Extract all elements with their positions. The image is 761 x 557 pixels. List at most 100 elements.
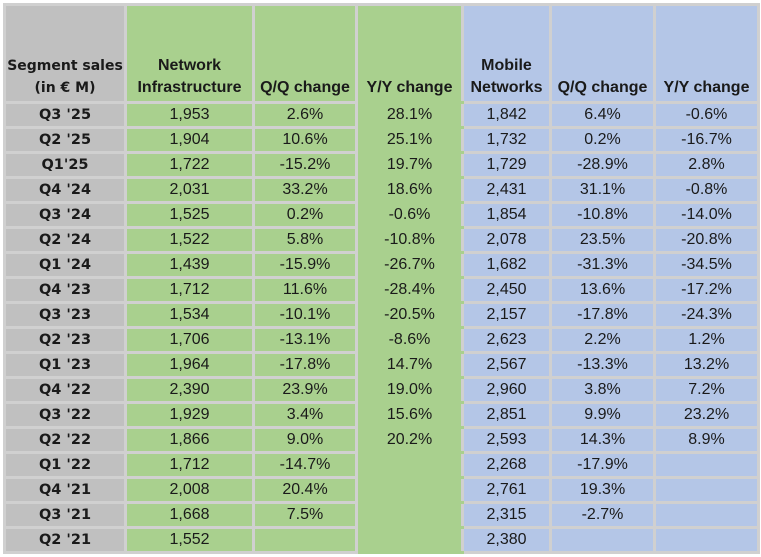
cell-mn-yy-change[interactable]: -14.0%: [653, 201, 760, 229]
cell-ni-yy-change[interactable]: -0.6%: [355, 201, 464, 229]
cell-mobile-networks[interactable]: 2,623: [461, 326, 552, 354]
cell-ni-qq-change[interactable]: 11.6%: [252, 276, 358, 304]
cell-mn-qq-change[interactable]: 3.8%: [549, 376, 656, 404]
cell-mn-qq-change[interactable]: 23.5%: [549, 226, 656, 254]
cell-ni-qq-change[interactable]: 0.2%: [252, 201, 358, 229]
cell-ni-qq-change[interactable]: 3.4%: [252, 401, 358, 429]
cell-ni-yy-change[interactable]: [355, 451, 464, 479]
cell-quarter[interactable]: Q3 '25: [3, 101, 127, 129]
cell-mobile-networks[interactable]: 2,960: [461, 376, 552, 404]
cell-network-infrastructure[interactable]: 1,722: [124, 151, 255, 179]
cell-ni-qq-change[interactable]: -14.7%: [252, 451, 358, 479]
cell-mn-qq-change[interactable]: -13.3%: [549, 351, 656, 379]
cell-mobile-networks[interactable]: 2,761: [461, 476, 552, 504]
cell-mn-yy-change[interactable]: -24.3%: [653, 301, 760, 329]
cell-ni-yy-change[interactable]: 25.1%: [355, 126, 464, 154]
cell-mn-qq-change[interactable]: -17.8%: [549, 301, 656, 329]
cell-network-infrastructure[interactable]: 1,712: [124, 276, 255, 304]
cell-ni-qq-change[interactable]: 23.9%: [252, 376, 358, 404]
cell-quarter[interactable]: Q3 '24: [3, 201, 127, 229]
cell-quarter[interactable]: Q4 '24: [3, 176, 127, 204]
cell-ni-qq-change[interactable]: -17.8%: [252, 351, 358, 379]
cell-network-infrastructure[interactable]: 2,008: [124, 476, 255, 504]
cell-ni-yy-change[interactable]: -8.6%: [355, 326, 464, 354]
cell-mn-yy-change[interactable]: 13.2%: [653, 351, 760, 379]
cell-quarter[interactable]: Q1 '23: [3, 351, 127, 379]
cell-quarter[interactable]: Q1 '24: [3, 251, 127, 279]
cell-quarter[interactable]: Q4 '23: [3, 276, 127, 304]
cell-network-infrastructure[interactable]: 1,534: [124, 301, 255, 329]
cell-ni-qq-change[interactable]: [252, 526, 358, 554]
cell-ni-yy-change[interactable]: 14.7%: [355, 351, 464, 379]
cell-mn-yy-change[interactable]: 1.2%: [653, 326, 760, 354]
cell-mobile-networks[interactable]: 2,157: [461, 301, 552, 329]
cell-mobile-networks[interactable]: 2,315: [461, 501, 552, 529]
cell-quarter[interactable]: Q4 '21: [3, 476, 127, 504]
cell-ni-qq-change[interactable]: 7.5%: [252, 501, 358, 529]
cell-quarter[interactable]: Q2 '25: [3, 126, 127, 154]
header-segment-sales[interactable]: Segment sales (in € M): [3, 3, 127, 104]
cell-mn-yy-change[interactable]: [653, 476, 760, 504]
cell-ni-qq-change[interactable]: -15.9%: [252, 251, 358, 279]
cell-mn-qq-change[interactable]: 13.6%: [549, 276, 656, 304]
cell-ni-yy-change[interactable]: 20.2%: [355, 426, 464, 454]
cell-network-infrastructure[interactable]: 1,953: [124, 101, 255, 129]
cell-mn-qq-change[interactable]: 2.2%: [549, 326, 656, 354]
cell-mn-qq-change[interactable]: 9.9%: [549, 401, 656, 429]
header-mobile-networks[interactable]: Mobile Networks: [461, 3, 552, 104]
cell-ni-yy-change[interactable]: 19.7%: [355, 151, 464, 179]
header-mn-yy-change[interactable]: Y/Y change: [653, 3, 760, 104]
cell-mn-qq-change[interactable]: 6.4%: [549, 101, 656, 129]
cell-ni-yy-change[interactable]: 19.0%: [355, 376, 464, 404]
cell-mobile-networks[interactable]: 2,431: [461, 176, 552, 204]
cell-ni-qq-change[interactable]: 2.6%: [252, 101, 358, 129]
cell-mn-qq-change[interactable]: 19.3%: [549, 476, 656, 504]
cell-ni-yy-change[interactable]: [355, 526, 464, 554]
cell-mn-qq-change[interactable]: -31.3%: [549, 251, 656, 279]
cell-mn-yy-change[interactable]: [653, 451, 760, 479]
cell-mn-yy-change[interactable]: [653, 526, 760, 554]
cell-network-infrastructure[interactable]: 1,668: [124, 501, 255, 529]
cell-ni-yy-change[interactable]: -10.8%: [355, 226, 464, 254]
cell-quarter[interactable]: Q1 '22: [3, 451, 127, 479]
header-network-infrastructure[interactable]: Network Infrastructure: [124, 3, 255, 104]
cell-mn-qq-change[interactable]: 0.2%: [549, 126, 656, 154]
cell-mn-qq-change[interactable]: 31.1%: [549, 176, 656, 204]
cell-network-infrastructure[interactable]: 2,390: [124, 376, 255, 404]
cell-quarter[interactable]: Q2 '24: [3, 226, 127, 254]
cell-mn-yy-change[interactable]: 7.2%: [653, 376, 760, 404]
cell-mn-yy-change[interactable]: -20.8%: [653, 226, 760, 254]
cell-mobile-networks[interactable]: 2,380: [461, 526, 552, 554]
cell-ni-qq-change[interactable]: 10.6%: [252, 126, 358, 154]
cell-ni-yy-change[interactable]: [355, 476, 464, 504]
cell-mn-yy-change[interactable]: -17.2%: [653, 276, 760, 304]
cell-quarter[interactable]: Q2 '23: [3, 326, 127, 354]
cell-mobile-networks[interactable]: 2,268: [461, 451, 552, 479]
header-ni-yy-change[interactable]: Y/Y change: [355, 3, 464, 104]
cell-mn-yy-change[interactable]: -34.5%: [653, 251, 760, 279]
cell-quarter[interactable]: Q3 '21: [3, 501, 127, 529]
cell-mn-qq-change[interactable]: -10.8%: [549, 201, 656, 229]
cell-network-infrastructure[interactable]: 2,031: [124, 176, 255, 204]
cell-mobile-networks[interactable]: 2,450: [461, 276, 552, 304]
cell-network-infrastructure[interactable]: 1,706: [124, 326, 255, 354]
cell-mn-qq-change[interactable]: [549, 526, 656, 554]
cell-mn-yy-change[interactable]: 23.2%: [653, 401, 760, 429]
cell-ni-qq-change[interactable]: 33.2%: [252, 176, 358, 204]
cell-mn-yy-change[interactable]: 8.9%: [653, 426, 760, 454]
cell-network-infrastructure[interactable]: 1,522: [124, 226, 255, 254]
cell-mobile-networks[interactable]: 2,078: [461, 226, 552, 254]
cell-network-infrastructure[interactable]: 1,904: [124, 126, 255, 154]
cell-ni-qq-change[interactable]: 9.0%: [252, 426, 358, 454]
cell-mn-qq-change[interactable]: 14.3%: [549, 426, 656, 454]
header-mn-qq-change[interactable]: Q/Q change: [549, 3, 656, 104]
cell-mobile-networks[interactable]: 1,682: [461, 251, 552, 279]
header-ni-qq-change[interactable]: Q/Q change: [252, 3, 358, 104]
cell-mn-yy-change[interactable]: -0.6%: [653, 101, 760, 129]
cell-network-infrastructure[interactable]: 1,866: [124, 426, 255, 454]
cell-ni-qq-change[interactable]: -15.2%: [252, 151, 358, 179]
cell-quarter[interactable]: Q1'25: [3, 151, 127, 179]
cell-ni-qq-change[interactable]: 20.4%: [252, 476, 358, 504]
cell-mobile-networks[interactable]: 1,732: [461, 126, 552, 154]
cell-quarter[interactable]: Q4 '22: [3, 376, 127, 404]
